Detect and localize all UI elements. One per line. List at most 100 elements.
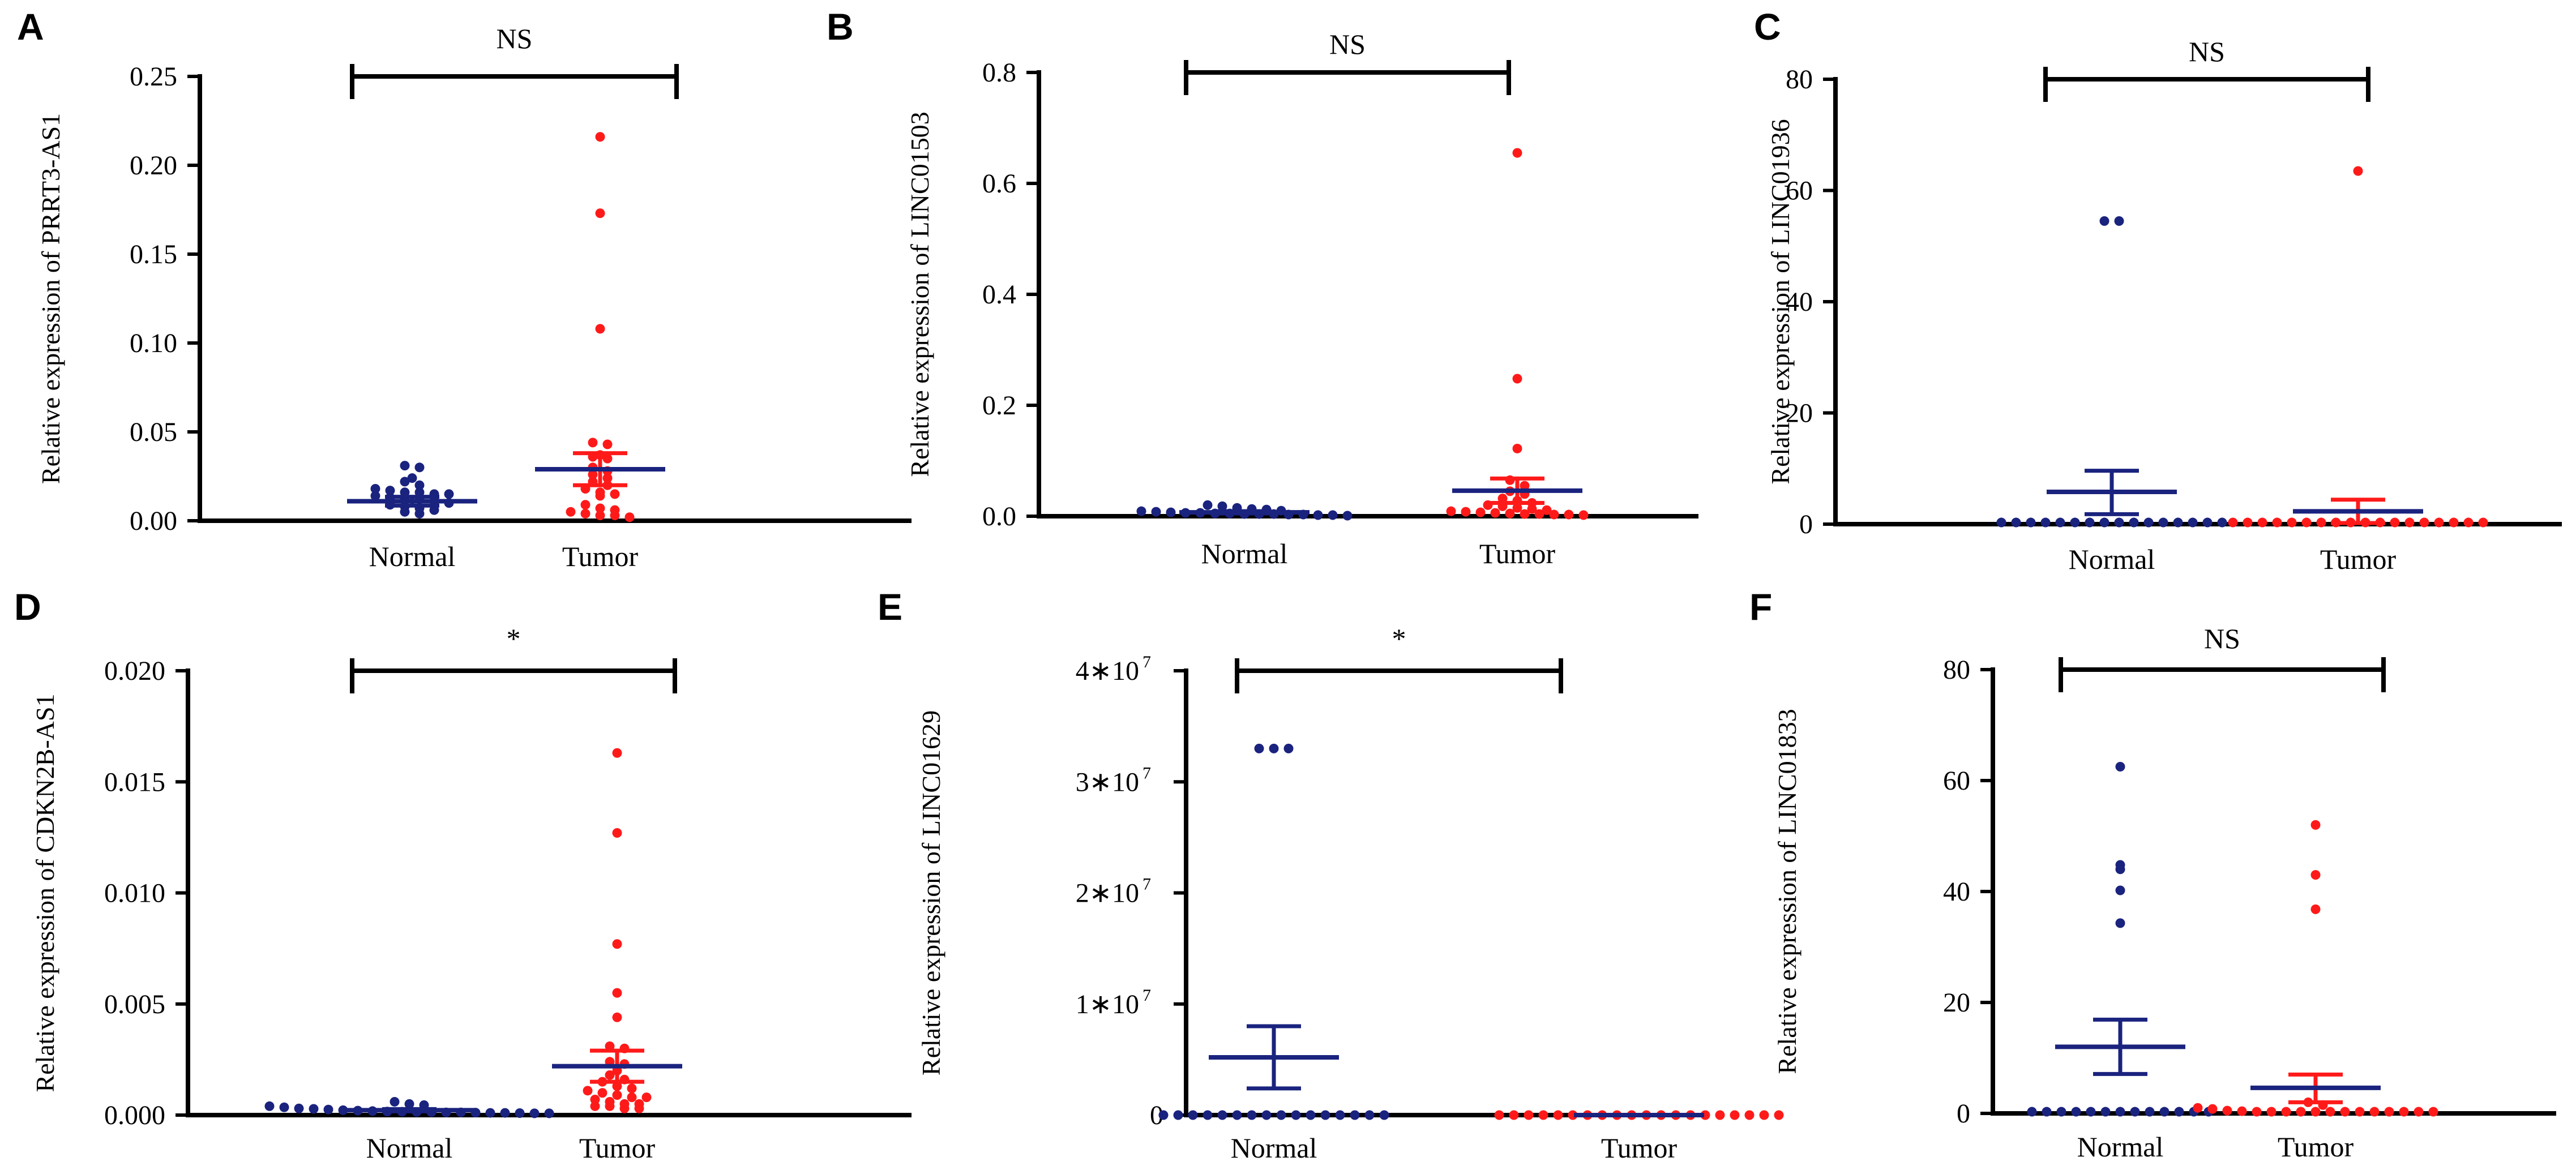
data-point — [2130, 1107, 2140, 1117]
data-point — [1247, 1110, 1257, 1120]
data-point — [2217, 517, 2227, 528]
category-label-normal: Normal — [2077, 1131, 2164, 1163]
data-point — [1996, 517, 2006, 528]
category-label-normal: Normal — [369, 541, 456, 572]
y-tick-label: 1∗10 7 — [1076, 986, 1151, 1019]
data-point — [1715, 1110, 1725, 1120]
data-point — [2310, 870, 2321, 880]
data-point — [602, 453, 613, 464]
data-point — [2071, 1107, 2081, 1117]
data-point — [2355, 1107, 2365, 1117]
data-point — [2463, 517, 2474, 528]
data-point — [602, 473, 613, 483]
series-normal — [2027, 762, 2214, 1117]
data-point — [2114, 517, 2124, 528]
y-tick-label: 40 — [1786, 287, 1813, 317]
data-point — [1313, 510, 1323, 520]
data-point — [400, 507, 410, 517]
series-tumor — [1494, 1110, 1784, 1120]
data-point — [610, 511, 620, 521]
category-label-tumor: Tumor — [1601, 1132, 1678, 1164]
y-tick-label: 20 — [1786, 398, 1813, 428]
data-point — [2115, 885, 2125, 895]
data-point — [485, 1108, 495, 1118]
data-point — [1509, 1110, 1519, 1120]
data-point — [309, 1104, 319, 1114]
data-point — [1505, 508, 1515, 518]
data-point — [1342, 511, 1353, 521]
significance-label: * — [507, 623, 521, 654]
data-point — [1578, 510, 1589, 520]
series-normal — [264, 1096, 554, 1118]
data-point — [444, 489, 454, 499]
y-tick-label: 3∗10 7 — [1076, 764, 1151, 797]
data-point — [580, 500, 590, 510]
panel-letter: A — [17, 6, 44, 48]
data-point — [414, 480, 425, 490]
y-tick-label: 0.010 — [104, 878, 165, 908]
y-tick-label: 60 — [1943, 766, 1970, 796]
data-point — [2281, 1107, 2291, 1117]
data-point — [2228, 517, 2238, 528]
y-tick-label: 0.4 — [982, 280, 1016, 310]
significance-label: NS — [497, 23, 533, 54]
data-point — [2340, 1107, 2350, 1117]
y-tick-label: 80 — [1786, 65, 1813, 95]
data-point — [627, 1092, 637, 1103]
panel-letter: C — [1754, 6, 1781, 48]
y-tick-label: 0.25 — [130, 62, 177, 92]
category-label-tumor: Tumor — [2278, 1131, 2354, 1163]
data-point — [2434, 517, 2444, 528]
data-point — [1151, 507, 1161, 517]
series-normal — [1136, 500, 1353, 521]
data-point — [1320, 1110, 1330, 1120]
data-point — [1512, 443, 1522, 453]
data-point — [2056, 1107, 2066, 1117]
data-point — [407, 473, 417, 483]
data-point — [610, 489, 620, 499]
data-point — [2026, 517, 2036, 528]
data-point — [2310, 904, 2321, 914]
data-point — [2252, 1107, 2262, 1117]
data-point — [400, 487, 410, 498]
y-tick-label: 0.020 — [104, 656, 165, 686]
data-point — [583, 1086, 593, 1096]
data-point — [515, 1108, 525, 1118]
series-normal — [1158, 743, 1389, 1120]
panel-f: F Relative expression of LINC01833 0 20 40 60… — [1749, 586, 2556, 1163]
data-point — [1564, 509, 1574, 520]
data-point — [1568, 1110, 1578, 1120]
data-point — [529, 1108, 540, 1118]
panel-a: A Relative expression of PRRT3-AS1 0.00 0.0… — [17, 6, 912, 572]
data-point — [612, 988, 622, 998]
data-point — [1700, 1110, 1710, 1120]
y-axis-title: Relative expression of LINC01503 — [905, 112, 934, 477]
data-point — [2011, 517, 2021, 528]
data-point — [414, 487, 425, 498]
data-point — [2353, 166, 2363, 176]
y-tick-label: 0.2 — [982, 391, 1016, 421]
data-point — [2070, 517, 2080, 528]
data-point — [2100, 1107, 2111, 1117]
data-point — [2115, 762, 2125, 772]
data-point — [2419, 517, 2429, 528]
data-point — [1520, 481, 1530, 491]
data-point — [1158, 1110, 1169, 1120]
panel-b: B Relative expression of LINC01503 0.0 0.2 0… — [827, 6, 1698, 569]
series-tumor — [535, 132, 665, 522]
data-point — [590, 1095, 600, 1105]
data-point — [294, 1103, 304, 1113]
data-point — [1512, 503, 1522, 513]
data-point — [1744, 1110, 1755, 1120]
data-point — [544, 1108, 554, 1118]
data-point — [1527, 504, 1537, 514]
data-point — [500, 1108, 510, 1118]
y-tick-label: 80 — [1943, 655, 1970, 685]
data-point — [2207, 1104, 2218, 1114]
data-point — [279, 1102, 289, 1112]
panel-letter: D — [14, 586, 41, 628]
data-point — [2266, 1107, 2277, 1117]
y-tick-label: 60 — [1786, 176, 1813, 206]
data-point — [588, 469, 598, 479]
